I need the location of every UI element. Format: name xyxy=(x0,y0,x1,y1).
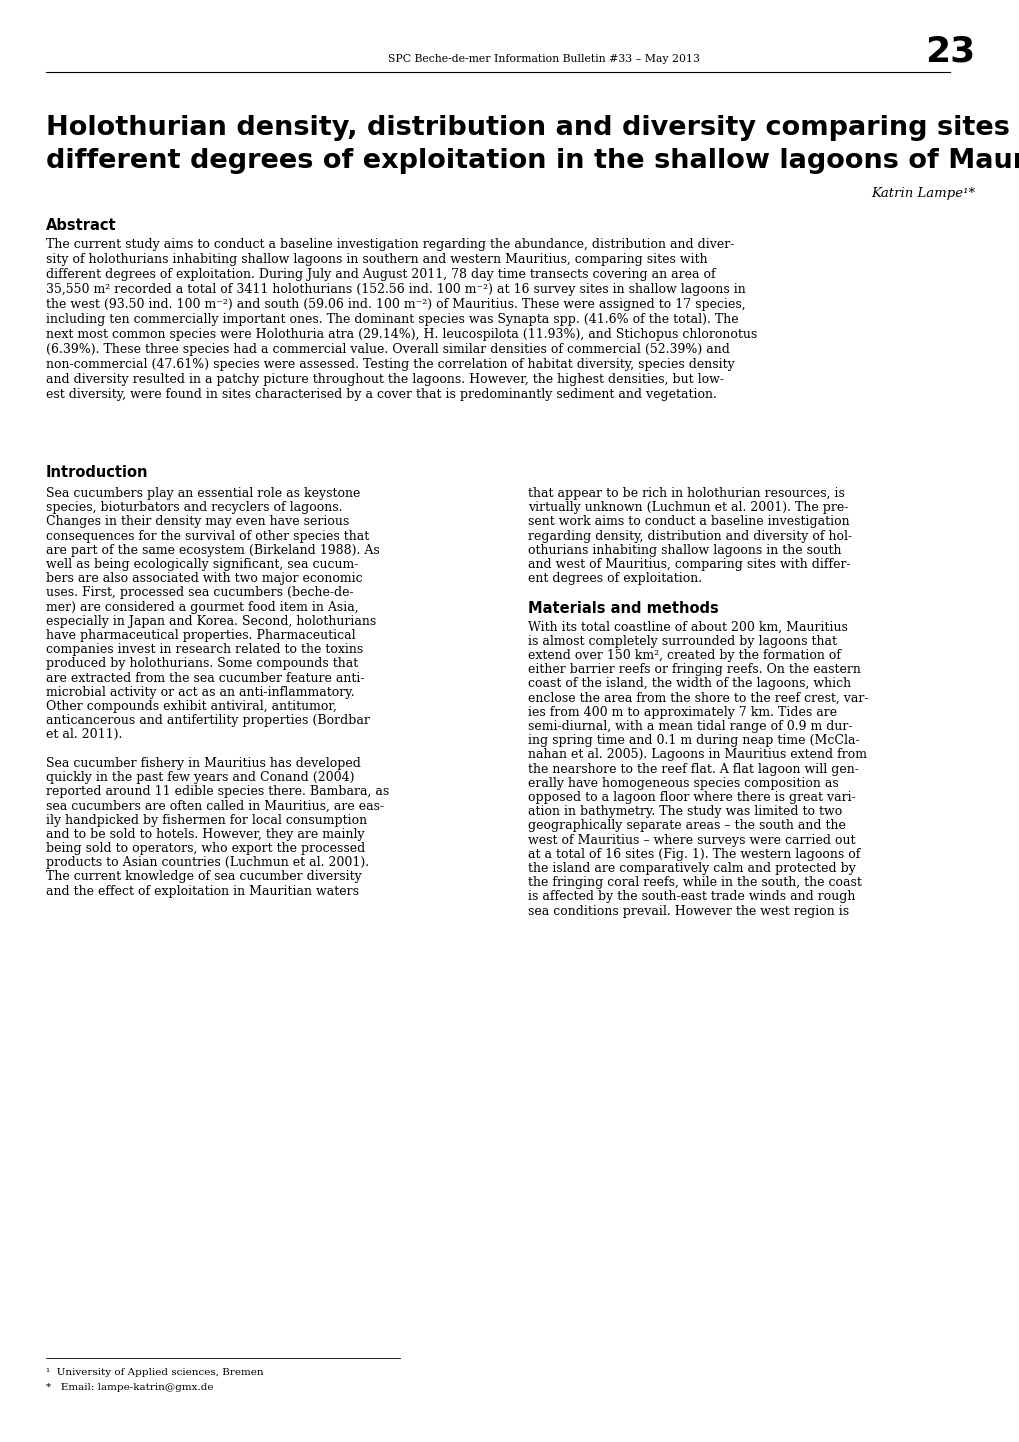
Text: and the effect of exploitation in Mauritian waters: and the effect of exploitation in Maurit… xyxy=(46,884,359,897)
Text: The current study aims to conduct a baseline investigation regarding the abundan: The current study aims to conduct a base… xyxy=(46,238,734,251)
Text: Abstract: Abstract xyxy=(46,218,116,234)
Text: at a total of 16 sites (Fig. 1). The western lagoons of: at a total of 16 sites (Fig. 1). The wes… xyxy=(528,848,860,861)
Text: Materials and methods: Materials and methods xyxy=(528,601,718,616)
Text: are part of the same ecosystem (Birkeland 1988). As: are part of the same ecosystem (Birkelan… xyxy=(46,544,379,557)
Text: well as being ecologically significant, sea cucum-: well as being ecologically significant, … xyxy=(46,558,358,571)
Text: SPC Beche-de-mer Information Bulletin #33 – May 2013: SPC Beche-de-mer Information Bulletin #3… xyxy=(387,53,699,63)
Text: 35,550 m² recorded a total of 3411 holothurians (152.56 ind. 100 m⁻²) at 16 surv: 35,550 m² recorded a total of 3411 holot… xyxy=(46,283,745,296)
Text: have pharmaceutical properties. Pharmaceutical: have pharmaceutical properties. Pharmace… xyxy=(46,629,356,642)
Text: Introduction: Introduction xyxy=(46,464,149,480)
Text: Changes in their density may even have serious: Changes in their density may even have s… xyxy=(46,515,348,528)
Text: et al. 2011).: et al. 2011). xyxy=(46,728,122,741)
Text: opposed to a lagoon floor where there is great vari-: opposed to a lagoon floor where there is… xyxy=(528,792,855,805)
Text: the fringing coral reefs, while in the south, the coast: the fringing coral reefs, while in the s… xyxy=(528,877,861,890)
Text: west of Mauritius – where surveys were carried out: west of Mauritius – where surveys were c… xyxy=(528,833,855,846)
Text: uses. First, processed sea cucumbers (beche-de-: uses. First, processed sea cucumbers (be… xyxy=(46,587,354,600)
Text: that appear to be rich in holothurian resources, is: that appear to be rich in holothurian re… xyxy=(528,487,844,500)
Text: being sold to operators, who export the processed: being sold to operators, who export the … xyxy=(46,842,365,855)
Text: is affected by the south-east trade winds and rough: is affected by the south-east trade wind… xyxy=(528,890,855,903)
Text: Other compounds exhibit antiviral, antitumor,: Other compounds exhibit antiviral, antit… xyxy=(46,699,336,712)
Text: virtually unknown (Luchmun et al. 2001). The pre-: virtually unknown (Luchmun et al. 2001).… xyxy=(528,502,848,515)
Text: ing spring time and 0.1 m during neap time (McCla-: ing spring time and 0.1 m during neap ti… xyxy=(528,734,859,747)
Text: non-commercial (47.61%) species were assessed. Testing the correlation of habita: non-commercial (47.61%) species were ass… xyxy=(46,358,734,371)
Text: *   Email: lampe-katrin@gmx.de: * Email: lampe-katrin@gmx.de xyxy=(46,1383,213,1392)
Text: est diversity, were found in sites characterised by a cover that is predominantl: est diversity, were found in sites chara… xyxy=(46,388,716,401)
Text: especially in Japan and Korea. Second, holothurians: especially in Japan and Korea. Second, h… xyxy=(46,614,376,627)
Text: and to be sold to hotels. However, they are mainly: and to be sold to hotels. However, they … xyxy=(46,828,364,841)
Text: microbial activity or act as an anti-inflammatory.: microbial activity or act as an anti-inf… xyxy=(46,686,355,699)
Text: anticancerous and antifertility properties (Bordbar: anticancerous and antifertility properti… xyxy=(46,714,370,727)
Text: are extracted from the sea cucumber feature anti-: are extracted from the sea cucumber feat… xyxy=(46,672,364,685)
Text: next most common species were Holothuria atra (29.14%), H. leucospilota (11.93%): next most common species were Holothuria… xyxy=(46,327,756,340)
Text: including ten commercially important ones. The dominant species was Synapta spp.: including ten commercially important one… xyxy=(46,313,738,326)
Text: The current knowledge of sea cucumber diversity: The current knowledge of sea cucumber di… xyxy=(46,871,362,884)
Text: regarding density, distribution and diversity of hol-: regarding density, distribution and dive… xyxy=(528,529,851,542)
Text: enclose the area from the shore to the reef crest, var-: enclose the area from the shore to the r… xyxy=(528,692,867,705)
Text: either barrier reefs or fringing reefs. On the eastern: either barrier reefs or fringing reefs. … xyxy=(528,663,860,676)
Text: and diversity resulted in a patchy picture throughout the lagoons. However, the : and diversity resulted in a patchy pictu… xyxy=(46,373,723,386)
Text: Sea cucumber fishery in Mauritius has developed: Sea cucumber fishery in Mauritius has de… xyxy=(46,757,361,770)
Text: nahan et al. 2005). Lagoons in Mauritius extend from: nahan et al. 2005). Lagoons in Mauritius… xyxy=(528,748,866,761)
Text: sea conditions prevail. However the west region is: sea conditions prevail. However the west… xyxy=(528,904,848,917)
Text: ily handpicked by fishermen for local consumption: ily handpicked by fishermen for local co… xyxy=(46,813,367,826)
Text: geographically separate areas – the south and the: geographically separate areas – the sout… xyxy=(528,819,845,832)
Text: sent work aims to conduct a baseline investigation: sent work aims to conduct a baseline inv… xyxy=(528,515,849,528)
Text: the west (93.50 ind. 100 m⁻²) and south (59.06 ind. 100 m⁻²) of Mauritius. These: the west (93.50 ind. 100 m⁻²) and south … xyxy=(46,298,745,311)
Text: the nearshore to the reef flat. A flat lagoon will gen-: the nearshore to the reef flat. A flat l… xyxy=(528,763,858,776)
Text: species, bioturbators and recyclers of lagoons.: species, bioturbators and recyclers of l… xyxy=(46,502,342,515)
Text: Katrin Lampe¹*: Katrin Lampe¹* xyxy=(870,187,974,200)
Text: the island are comparatively calm and protected by: the island are comparatively calm and pr… xyxy=(528,862,855,875)
Text: companies invest in research related to the toxins: companies invest in research related to … xyxy=(46,643,363,656)
Text: erally have homogeneous species composition as: erally have homogeneous species composit… xyxy=(528,777,838,790)
Text: bers are also associated with two major economic: bers are also associated with two major … xyxy=(46,572,363,585)
Text: Holothurian density, distribution and diversity comparing sites with: Holothurian density, distribution and di… xyxy=(46,115,1019,141)
Text: consequences for the survival of other species that: consequences for the survival of other s… xyxy=(46,529,369,542)
Text: sea cucumbers are often called in Mauritius, are eas-: sea cucumbers are often called in Maurit… xyxy=(46,799,384,812)
Text: coast of the island, the width of the lagoons, which: coast of the island, the width of the la… xyxy=(528,678,850,691)
Text: With its total coastline of about 200 km, Mauritius: With its total coastline of about 200 km… xyxy=(528,620,847,633)
Text: ation in bathymetry. The study was limited to two: ation in bathymetry. The study was limit… xyxy=(528,805,842,818)
Text: Sea cucumbers play an essential role as keystone: Sea cucumbers play an essential role as … xyxy=(46,487,360,500)
Text: ent degrees of exploitation.: ent degrees of exploitation. xyxy=(528,572,701,585)
Text: reported around 11 edible species there. Bambara, as: reported around 11 edible species there.… xyxy=(46,786,389,799)
Text: extend over 150 km², created by the formation of: extend over 150 km², created by the form… xyxy=(528,649,841,662)
Text: quickly in the past few years and Conand (2004): quickly in the past few years and Conand… xyxy=(46,771,355,784)
Text: and west of Mauritius, comparing sites with differ-: and west of Mauritius, comparing sites w… xyxy=(528,558,850,571)
Text: othurians inhabiting shallow lagoons in the south: othurians inhabiting shallow lagoons in … xyxy=(528,544,841,557)
Text: different degrees of exploitation in the shallow lagoons of Mauritius: different degrees of exploitation in the… xyxy=(46,149,1019,174)
Text: sity of holothurians inhabiting shallow lagoons in southern and western Mauritiu: sity of holothurians inhabiting shallow … xyxy=(46,252,707,265)
Text: ies from 400 m to approximately 7 km. Tides are: ies from 400 m to approximately 7 km. Ti… xyxy=(528,705,837,718)
Text: different degrees of exploitation. During July and August 2011, 78 day time tran: different degrees of exploitation. Durin… xyxy=(46,268,715,281)
Text: products to Asian countries (Luchmun et al. 2001).: products to Asian countries (Luchmun et … xyxy=(46,857,369,870)
Text: produced by holothurians. Some compounds that: produced by holothurians. Some compounds… xyxy=(46,658,358,671)
Text: semi-diurnal, with a mean tidal range of 0.9 m dur-: semi-diurnal, with a mean tidal range of… xyxy=(528,720,852,733)
Text: ¹  University of Applied sciences, Bremen: ¹ University of Applied sciences, Bremen xyxy=(46,1368,263,1377)
Text: 23: 23 xyxy=(924,35,974,68)
Text: is almost completely surrounded by lagoons that: is almost completely surrounded by lagoo… xyxy=(528,634,837,647)
Text: mer) are considered a gourmet food item in Asia,: mer) are considered a gourmet food item … xyxy=(46,601,359,614)
Text: (6.39%). These three species had a commercial value. Overall similar densities o: (6.39%). These three species had a comme… xyxy=(46,343,730,356)
